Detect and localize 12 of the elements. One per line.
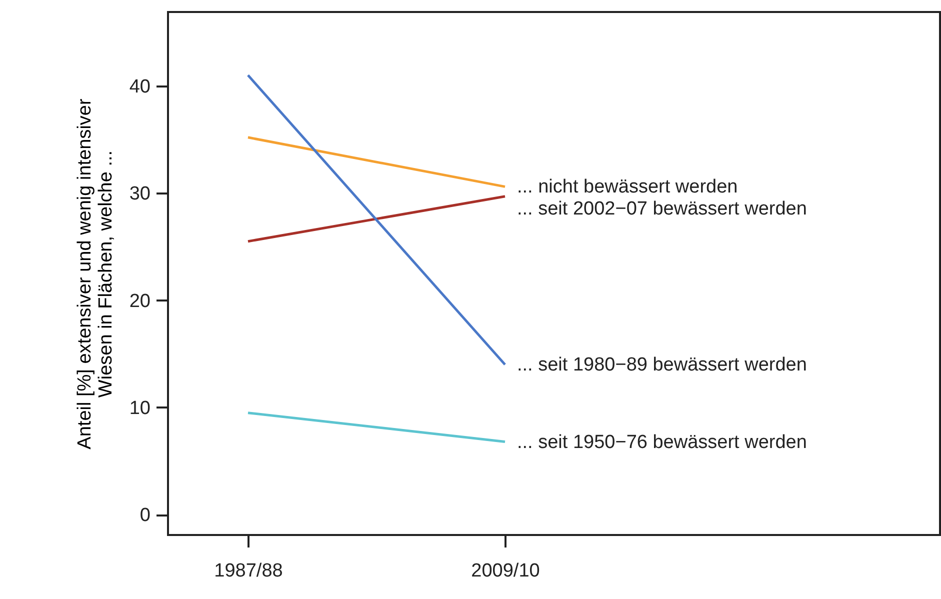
x-tick-label: 1987/88 (214, 560, 283, 582)
x-tick-label: 2009/10 (471, 560, 540, 582)
y-tick-label: 10 (129, 398, 150, 419)
y-axis-title: Anteil [%] extensiver und wenig intensiver Wiesen in Flächen, welche ... (74, 98, 116, 450)
series-label: ... seit 1950−76 bewässert werden (517, 432, 807, 453)
y-tick-label: 0 (140, 505, 150, 526)
y-tick-label: 40 (129, 76, 150, 98)
y-tick-label: 20 (129, 290, 150, 312)
series-label: ... seit 1980−89 bewässert werden (517, 354, 807, 376)
series-label: ... seit 2002−07 bewässert werden (517, 198, 807, 220)
y-tick-label: 30 (129, 184, 150, 205)
series-label: ... nicht bewässert werden (517, 176, 738, 198)
